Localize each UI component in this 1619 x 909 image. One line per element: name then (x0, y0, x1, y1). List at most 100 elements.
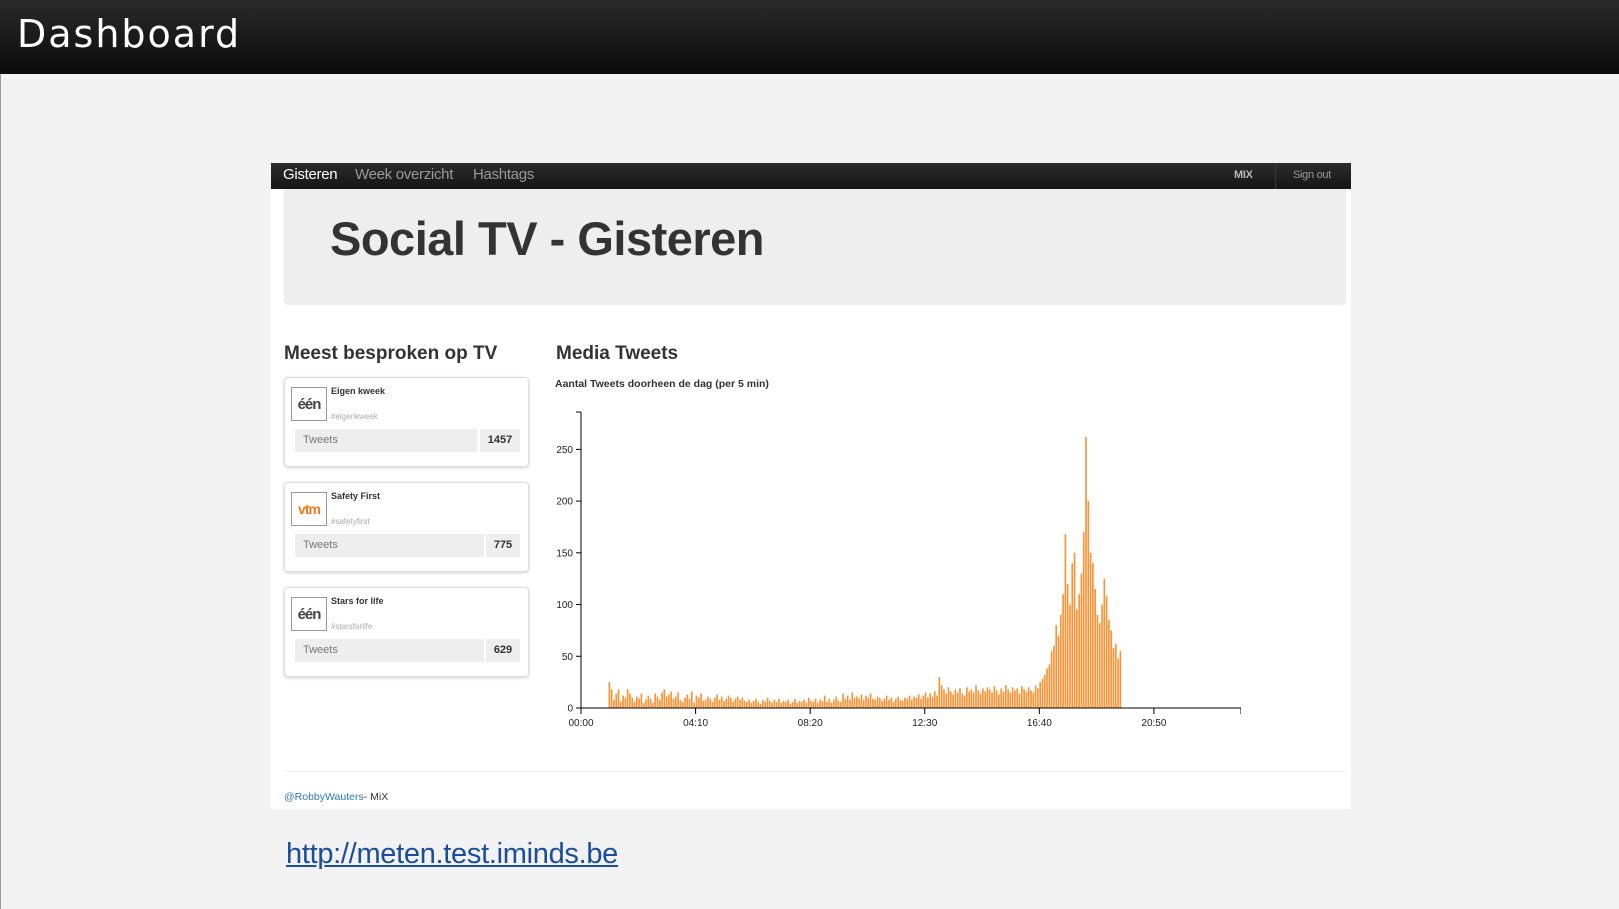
chart-bar (629, 693, 631, 708)
chart-bar (633, 701, 636, 708)
chart-bar (1018, 693, 1021, 708)
chart-bar (922, 695, 925, 708)
program-hashtag: #safetyfirst (331, 517, 370, 526)
chart-bar (844, 698, 847, 708)
chart-bar (890, 697, 893, 708)
chart-bar (929, 693, 932, 708)
chart-bar (819, 699, 822, 708)
dashboard-screenshot: Gisteren Week overzicht Hashtags MIX Sig… (271, 163, 1351, 809)
chart-bar (835, 696, 838, 708)
chart-bar (672, 698, 675, 708)
program-name: Stars for life (331, 596, 384, 606)
chart-bar (1023, 689, 1025, 708)
chart-bar (748, 699, 750, 708)
chart-bar (975, 685, 977, 708)
twitter-handle-link[interactable]: @RobbyWauters (284, 791, 364, 803)
program-name: Eigen kweek (331, 386, 386, 396)
nav-divider (1275, 163, 1276, 189)
chart-bar (732, 701, 734, 708)
chart-bar (817, 702, 819, 708)
chart-bar (1108, 620, 1110, 708)
chart-bar (1092, 563, 1094, 708)
left-panel-title: Meest besproken op TV (284, 343, 498, 364)
x-tick-label: 08:20 (798, 718, 823, 729)
chart-subtitle: Aantal Tweets doorheen de dag (per 5 min… (555, 378, 769, 390)
program-card-eigen-kweek[interactable]: één Eigen kweek #eigenkweek Tweets 1457 (284, 377, 529, 467)
chart-bar (778, 698, 780, 708)
tweet-count: 629 (486, 639, 520, 662)
chart-bar (794, 698, 796, 708)
chart-bar (1055, 625, 1058, 708)
chart-bar (1048, 664, 1051, 708)
chart-bar (725, 698, 728, 708)
chart-bar (961, 693, 964, 708)
chart-bar (688, 698, 691, 708)
chart-bar (938, 676, 941, 708)
chart-bar (867, 697, 870, 708)
vtm-logo-icon: vtm (291, 492, 327, 526)
chart-bar (759, 703, 762, 708)
chart-bar (700, 693, 702, 708)
chart-bar (695, 695, 698, 708)
chart-bar (993, 686, 996, 708)
chart-bar (1057, 635, 1060, 708)
een-logo-icon: één (291, 597, 327, 631)
chart-bar (723, 700, 725, 708)
chart-bar (791, 701, 794, 708)
chart-bar (830, 702, 833, 708)
chart-bar (1105, 596, 1108, 708)
chart-bar (787, 699, 789, 708)
program-card-safety-first[interactable]: vtm Safety First #safetyfirst Tweets 775 (284, 482, 529, 572)
chart-bar (771, 702, 773, 708)
tweets-label: Tweets (295, 639, 484, 662)
chart-bar (1025, 691, 1028, 708)
chart-bar (1064, 534, 1067, 708)
sign-out-link[interactable]: Sign out (1293, 169, 1331, 181)
chart-bar (610, 689, 613, 708)
chart-bar (979, 693, 982, 708)
x-tick-label: 12:30 (912, 718, 937, 729)
chart-bar (1059, 614, 1062, 708)
nav-tab-gisteren[interactable]: Gisteren (283, 166, 338, 183)
chart-bar (911, 699, 913, 708)
chart-bar (670, 691, 673, 708)
chart-bar (1110, 630, 1113, 708)
chart-bar (624, 697, 627, 708)
chart-bar (1032, 692, 1035, 708)
chart-bar (1030, 690, 1032, 708)
chart-bar (901, 700, 904, 708)
chart-bar (853, 697, 856, 708)
chart-bar (615, 693, 618, 708)
chart-bar (645, 699, 647, 708)
chart-bar (924, 692, 927, 708)
chart-bar (860, 694, 863, 708)
chart-bar (775, 701, 778, 708)
website-link[interactable]: http://meten.test.iminds.be (286, 838, 619, 870)
chart-bar (613, 699, 615, 708)
chart-bar (1076, 609, 1078, 708)
footer-divider (284, 771, 1346, 772)
chart-bar (803, 699, 805, 708)
chart-bar (1011, 687, 1014, 708)
chart-bar (702, 700, 705, 708)
program-card-stars-for-life[interactable]: één Stars for life #starsforlife Tweets … (284, 587, 529, 677)
chart-bar (954, 689, 957, 708)
chart-bar (619, 701, 622, 708)
chart-bar (986, 687, 989, 708)
chart-bar (869, 693, 872, 708)
nav-brand[interactable]: MIX (1234, 169, 1253, 181)
nav-tab-week-overzicht[interactable]: Week overzicht (355, 166, 454, 183)
y-tick-label: 50 (562, 652, 574, 663)
tweet-count: 1457 (480, 429, 520, 452)
y-tick-label: 150 (556, 548, 573, 559)
chart-bar (801, 701, 803, 708)
chart-bar (842, 693, 844, 708)
chart-bar (931, 696, 934, 708)
chart-bar (764, 701, 767, 708)
chart-bar (713, 697, 716, 708)
chart-bar (807, 697, 810, 708)
chart-bar (1103, 578, 1106, 708)
chart-bar (784, 701, 787, 708)
nav-tab-hashtags[interactable]: Hashtags (473, 166, 534, 183)
slide-title: Dashboard (17, 12, 242, 56)
